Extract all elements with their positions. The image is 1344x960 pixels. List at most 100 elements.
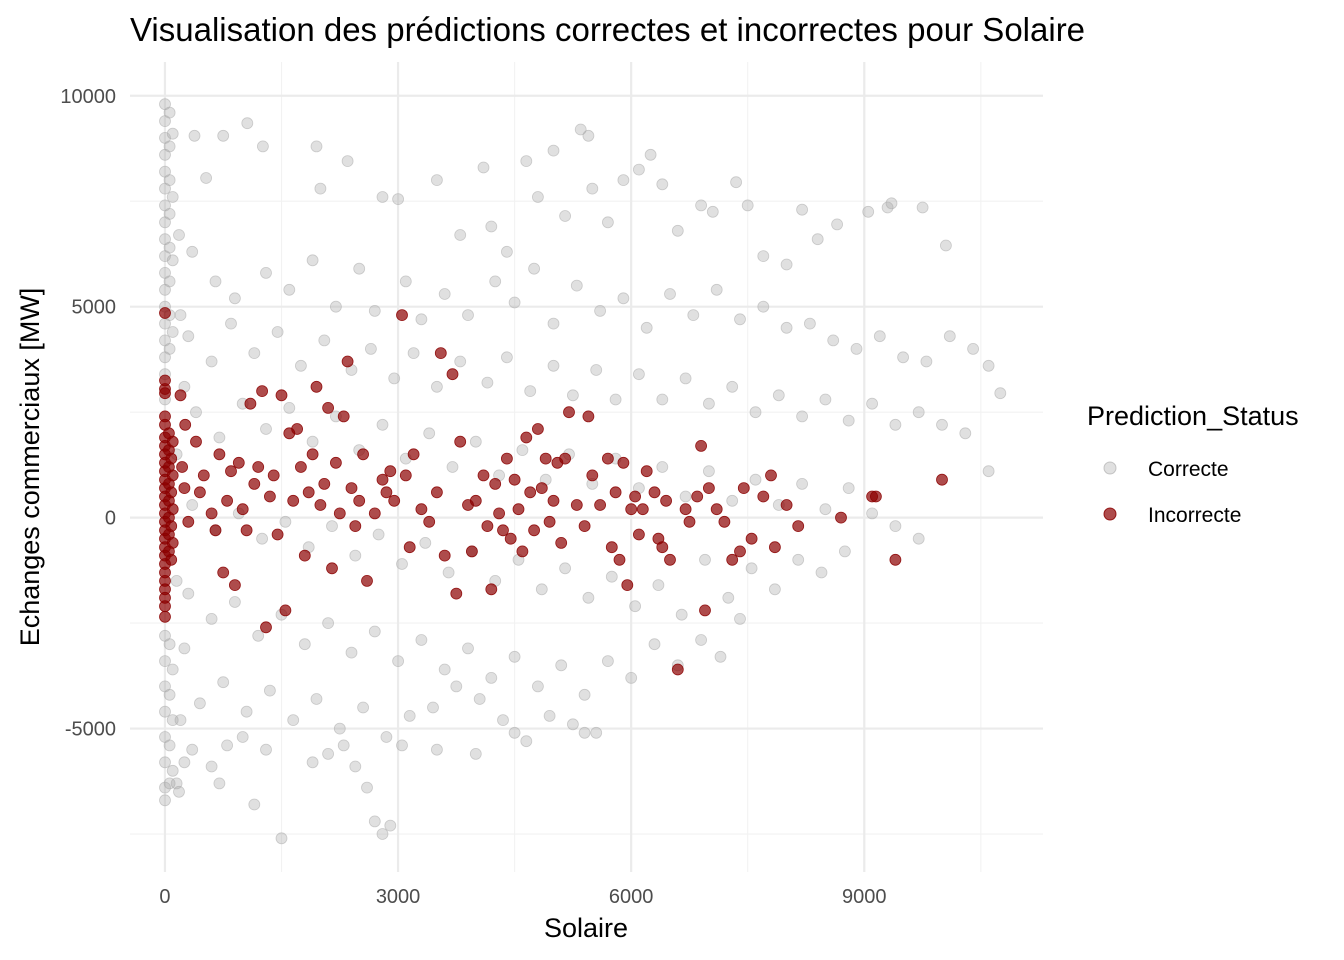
point-correcte (163, 275, 176, 288)
point-correcte (283, 401, 296, 414)
point-incorrecte (547, 494, 560, 507)
point-correcte (236, 731, 249, 743)
point-correcte (200, 172, 213, 184)
point-incorrecte (532, 423, 544, 435)
point-incorrecte (407, 448, 420, 461)
point-correcte (617, 292, 630, 305)
point-incorrecte (345, 482, 358, 495)
point-incorrecte (376, 473, 389, 486)
x-tick-label: 9000 (842, 886, 887, 908)
point-correcte (462, 309, 474, 322)
point-correcte (213, 777, 226, 790)
legend-key-correcte (1103, 461, 1117, 475)
point-incorrecte (217, 566, 230, 579)
x-tick-label: 0 (159, 886, 170, 908)
point-correcte (248, 798, 261, 811)
point-incorrecte (936, 473, 948, 486)
point-incorrecte (465, 545, 478, 558)
point-incorrecte (166, 435, 179, 448)
point-correcte (228, 596, 241, 608)
point-incorrecte (287, 494, 300, 507)
x-tick-label: 6000 (609, 886, 654, 908)
point-correcte (423, 427, 436, 440)
point-correcte (703, 397, 715, 410)
point-correcte (792, 553, 805, 566)
point-incorrecte (656, 541, 669, 554)
point-correcte (796, 203, 808, 216)
point-correcte (256, 140, 269, 153)
point-incorrecte (765, 469, 777, 482)
point-incorrecte (399, 469, 412, 482)
point-correcte (633, 368, 645, 381)
point-correcte (310, 693, 323, 705)
point-incorrecte (403, 541, 416, 554)
point-correcte (163, 342, 176, 355)
point-incorrecte (298, 549, 311, 562)
point-incorrecte (279, 604, 292, 617)
point-correcte (679, 372, 692, 385)
point-correcte (916, 201, 929, 214)
point-incorrecte (539, 452, 552, 465)
point-incorrecte (737, 482, 750, 495)
point-correcte (602, 216, 614, 229)
point-incorrecte (267, 469, 280, 482)
point-incorrecte (197, 469, 210, 482)
point-correcte (415, 313, 428, 326)
point-correcte (675, 608, 688, 621)
point-correcte (376, 828, 389, 840)
legend-label-incorrecte: Incorrecte (1148, 504, 1241, 527)
point-incorrecte (228, 579, 241, 591)
y-tick-label: 5000 (72, 297, 117, 319)
point-correcte (256, 532, 269, 545)
point-correcte (912, 532, 925, 545)
point-correcte (625, 672, 638, 684)
point-incorrecte (190, 435, 202, 448)
point-correcte (578, 726, 591, 739)
point-correcte (648, 638, 661, 651)
point-correcte (345, 646, 358, 659)
legend: Prediction_Status Correcte Incorrecte (1087, 401, 1299, 527)
point-correcte (275, 832, 288, 845)
point-correcte (508, 296, 521, 309)
point-incorrecte (205, 507, 218, 520)
point-correcte (430, 174, 443, 187)
point-correcte (260, 266, 272, 279)
point-incorrecte (357, 448, 370, 461)
point-correcte (602, 655, 614, 667)
point-correcte (159, 781, 171, 794)
point-incorrecte (248, 477, 261, 490)
point-incorrecte (306, 448, 319, 461)
point-correcte (485, 672, 498, 684)
point-correcte (333, 722, 346, 735)
point-correcte (228, 292, 241, 305)
point-correcte (481, 376, 494, 389)
point-incorrecte (165, 452, 178, 465)
point-correcte (547, 359, 560, 372)
point-correcte (190, 406, 202, 419)
point-correcte (248, 347, 261, 360)
point-incorrecte (679, 503, 692, 516)
point-correcte (967, 342, 979, 355)
point-incorrecte (745, 532, 758, 545)
point-incorrecte (159, 307, 171, 319)
point-correcte (163, 688, 176, 701)
point-correcte (163, 106, 176, 119)
point-correcte (819, 393, 832, 406)
point-correcte (780, 258, 793, 271)
point-incorrecte (159, 387, 171, 400)
point-incorrecte (528, 524, 540, 537)
point-incorrecte (165, 520, 178, 532)
point-incorrecte (318, 477, 331, 490)
point-correcte (644, 148, 657, 161)
point-incorrecte (648, 486, 661, 499)
point-correcte (699, 553, 711, 566)
point-incorrecte (361, 575, 373, 587)
point-correcte (679, 490, 692, 503)
point-correcte (656, 461, 669, 473)
point-incorrecte (221, 494, 234, 507)
point-correcte (241, 117, 254, 130)
point-incorrecte (660, 494, 672, 507)
point-correcte (283, 283, 296, 296)
point-incorrecte (263, 490, 276, 503)
point-correcte (726, 380, 739, 393)
